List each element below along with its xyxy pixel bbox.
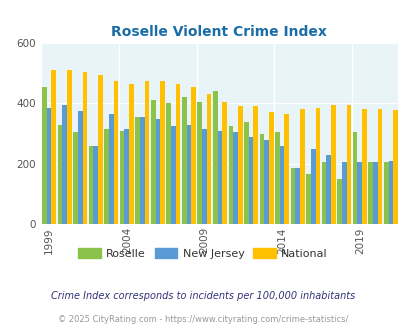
Bar — [243, 121, 248, 224]
Bar — [222, 102, 226, 224]
Bar — [144, 81, 149, 224]
Bar — [186, 124, 191, 224]
Bar — [372, 162, 377, 224]
Bar — [202, 129, 206, 224]
Title: Roselle Violent Crime Index: Roselle Violent Crime Index — [111, 25, 326, 39]
Bar — [42, 87, 47, 224]
Bar — [346, 105, 350, 224]
Bar — [357, 162, 361, 224]
Bar — [181, 97, 186, 224]
Bar — [341, 162, 346, 224]
Text: © 2025 CityRating.com - https://www.cityrating.com/crime-statistics/: © 2025 CityRating.com - https://www.city… — [58, 315, 347, 324]
Bar — [67, 70, 72, 224]
Bar — [129, 84, 134, 224]
Bar — [248, 137, 253, 224]
Bar — [315, 108, 320, 224]
Bar — [73, 132, 78, 224]
Bar — [253, 106, 258, 224]
Bar — [237, 106, 242, 224]
Bar — [337, 179, 341, 224]
Bar — [151, 100, 155, 224]
Bar — [135, 117, 140, 224]
Bar — [58, 124, 62, 224]
Bar — [119, 131, 124, 224]
Bar — [275, 132, 279, 224]
Bar — [284, 114, 288, 224]
Bar — [383, 162, 388, 224]
Bar — [82, 72, 87, 224]
Bar — [321, 162, 326, 224]
Bar — [268, 113, 273, 224]
Bar — [113, 81, 118, 224]
Bar — [62, 105, 67, 224]
Text: Crime Index corresponds to incidents per 100,000 inhabitants: Crime Index corresponds to incidents per… — [51, 291, 354, 301]
Bar — [361, 110, 366, 224]
Bar — [294, 168, 299, 224]
Bar — [213, 91, 217, 224]
Bar — [352, 132, 357, 224]
Bar — [232, 132, 237, 224]
Bar — [160, 81, 164, 224]
Bar — [98, 75, 102, 224]
Bar — [326, 155, 330, 224]
Bar — [310, 149, 315, 224]
Bar — [51, 70, 56, 224]
Legend: Roselle, New Jersey, National: Roselle, New Jersey, National — [74, 244, 331, 263]
Bar — [78, 111, 82, 224]
Bar — [388, 161, 392, 224]
Bar — [228, 126, 232, 224]
Bar — [330, 105, 335, 224]
Bar — [299, 110, 304, 224]
Bar — [259, 134, 264, 224]
Bar — [166, 103, 171, 224]
Bar — [279, 146, 284, 224]
Bar — [124, 129, 129, 224]
Bar — [109, 114, 113, 224]
Bar — [217, 131, 222, 224]
Bar — [175, 84, 180, 224]
Bar — [206, 94, 211, 224]
Bar — [197, 102, 202, 224]
Bar — [171, 126, 175, 224]
Bar — [93, 146, 98, 224]
Bar — [155, 118, 160, 224]
Bar — [392, 110, 397, 224]
Bar — [305, 175, 310, 224]
Bar — [140, 117, 144, 224]
Bar — [377, 110, 382, 224]
Bar — [367, 162, 372, 224]
Bar — [104, 129, 109, 224]
Bar — [89, 146, 93, 224]
Bar — [290, 168, 294, 224]
Bar — [191, 87, 196, 224]
Bar — [47, 108, 51, 224]
Bar — [264, 140, 268, 224]
